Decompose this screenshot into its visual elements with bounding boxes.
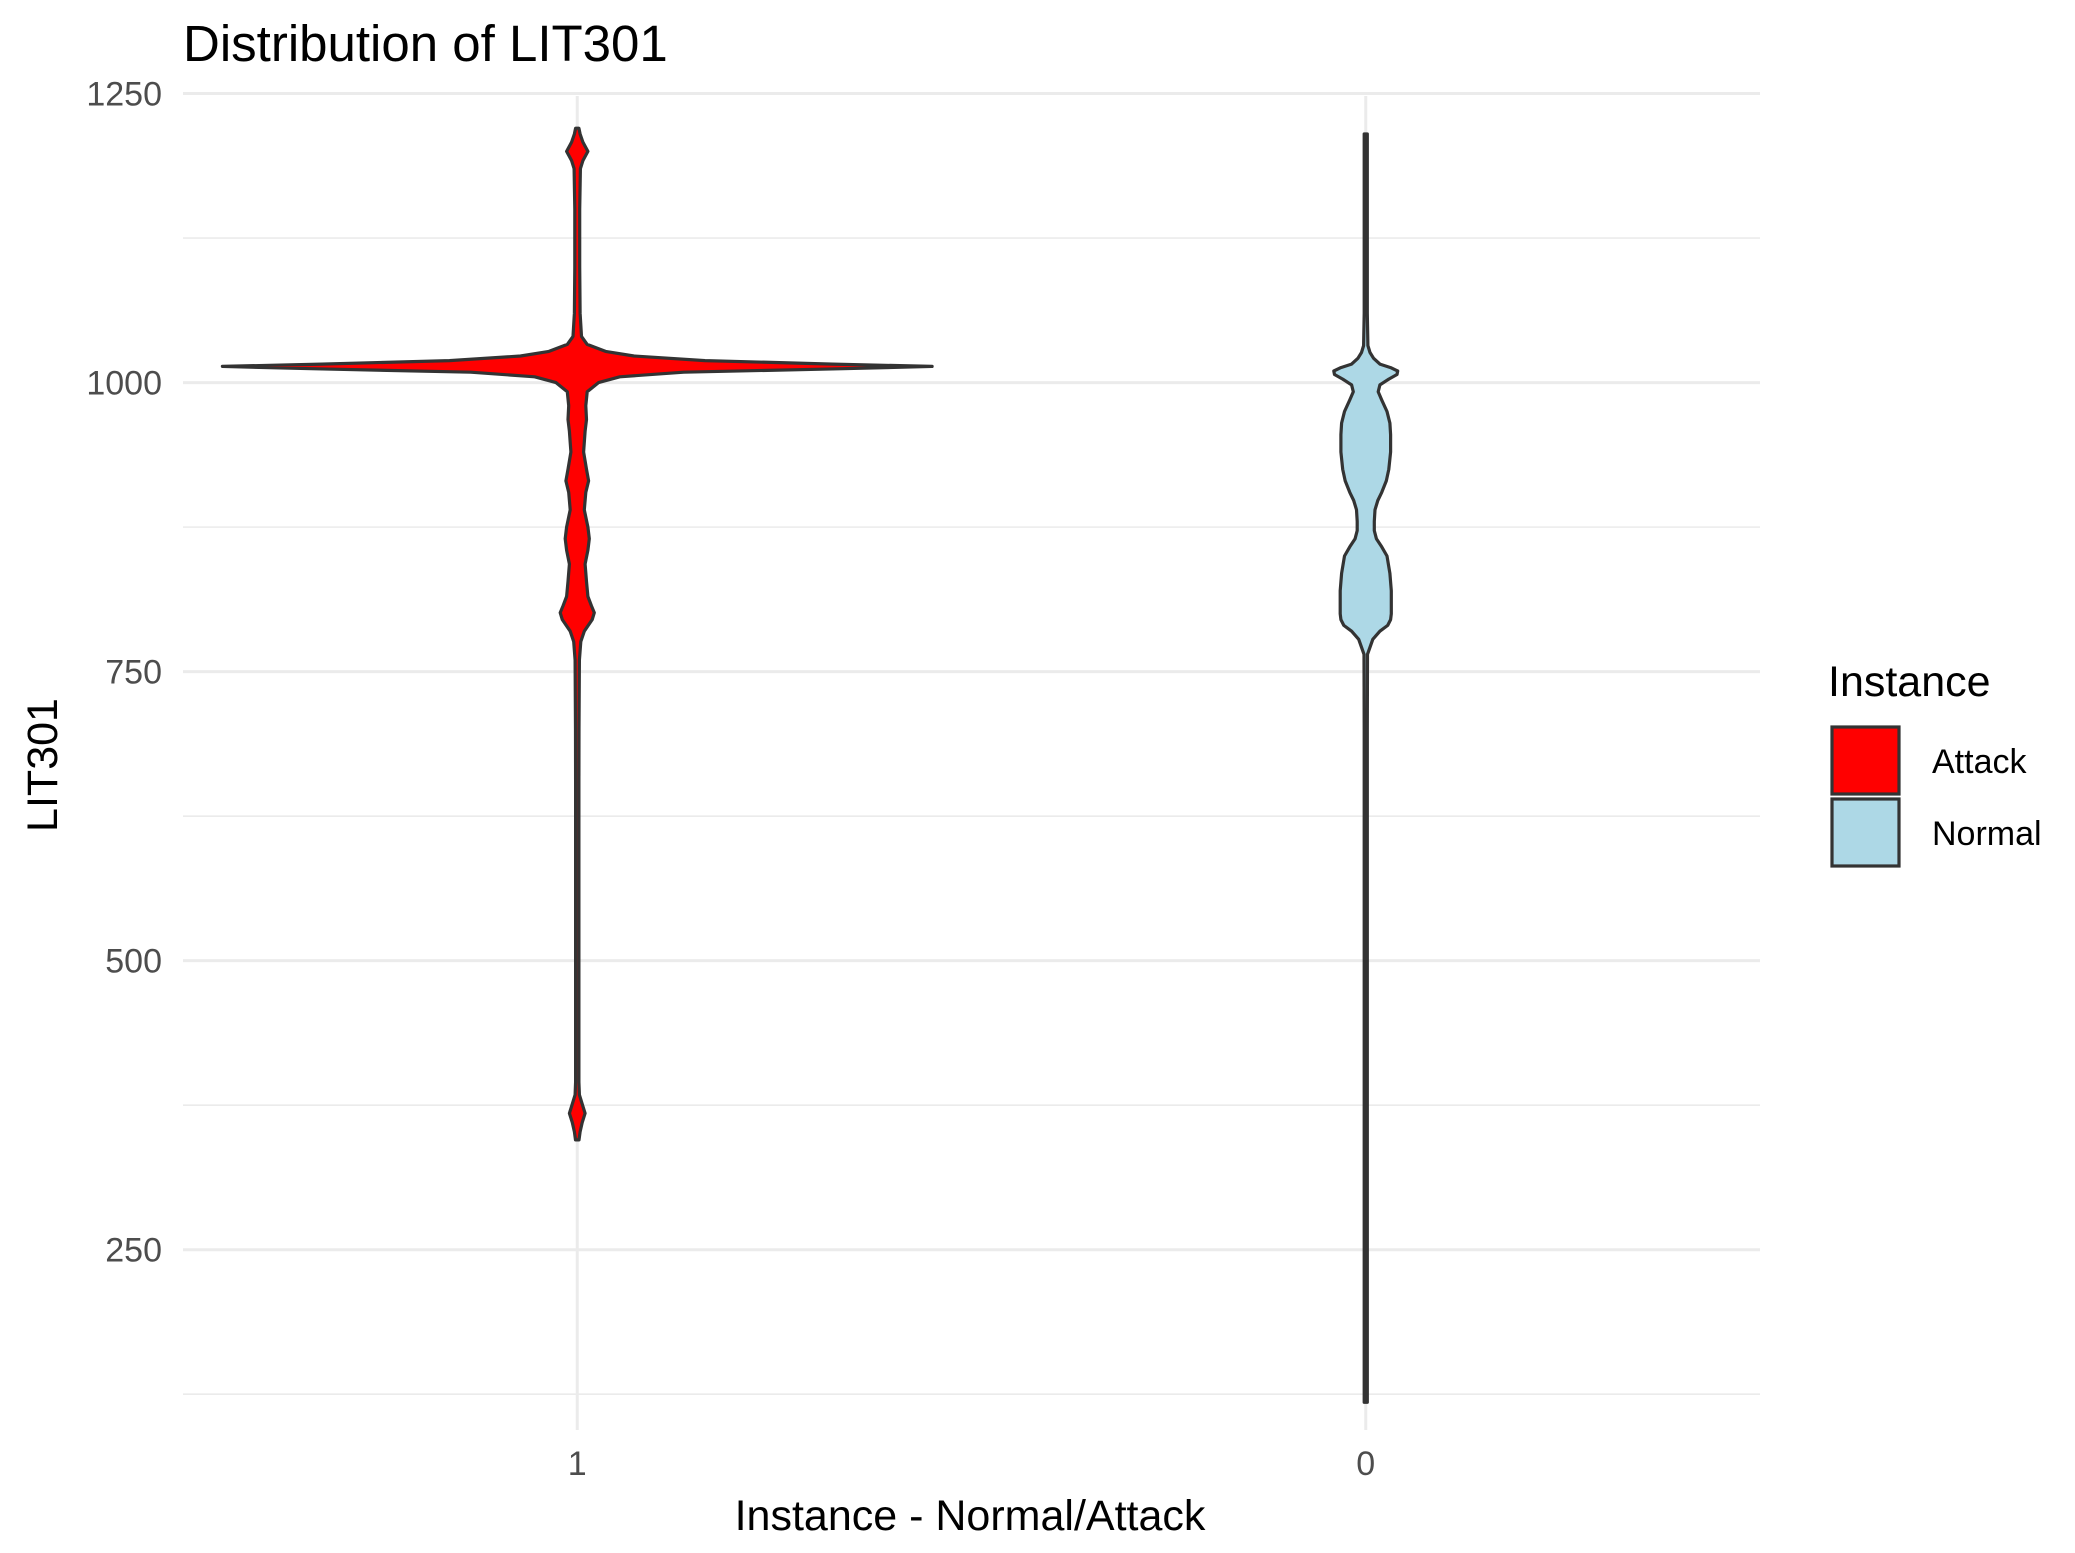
violins <box>220 126 1400 1404</box>
legend: Instance Attack Normal <box>1828 658 2042 868</box>
chart-title: Distribution of LIT301 <box>183 15 668 72</box>
y-tick-label: 500 <box>105 943 162 981</box>
legend-label: Normal <box>1932 815 2042 853</box>
x-tick-label: 0 <box>1356 1445 1375 1483</box>
y-axis-ticks: 250 500 750 1000 1250 <box>86 76 162 1270</box>
x-tick-label: 1 <box>568 1445 587 1483</box>
legend-label: Attack <box>1932 743 2027 781</box>
legend-title: Instance <box>1828 658 1991 706</box>
y-tick-label: 250 <box>105 1232 162 1270</box>
legend-swatch <box>1830 725 1901 796</box>
violin-1 <box>220 126 934 1142</box>
y-tick-label: 1000 <box>86 365 162 403</box>
violin-0 <box>1332 132 1400 1404</box>
y-axis-title: LIT301 <box>19 698 67 832</box>
y-tick-label: 1250 <box>86 76 162 114</box>
x-axis-title: Instance - Normal/Attack <box>735 1492 1206 1540</box>
y-tick-label: 750 <box>105 654 162 692</box>
legend-items: Attack Normal <box>1830 725 2042 868</box>
legend-swatch <box>1830 797 1901 868</box>
